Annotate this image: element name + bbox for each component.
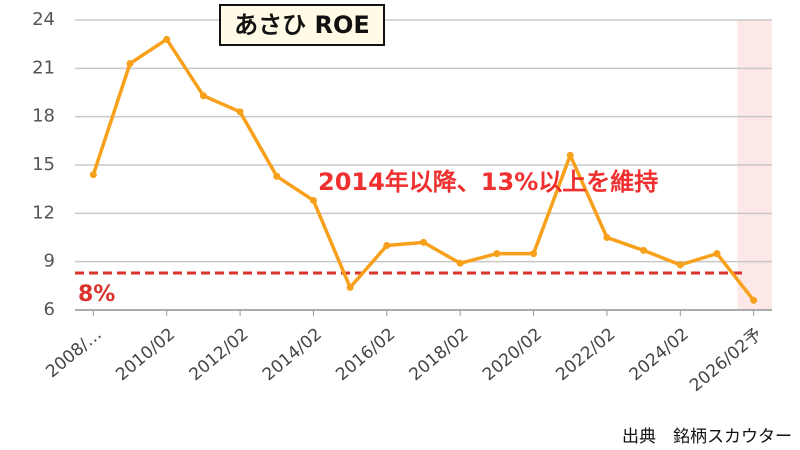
y-tick-label: 24 bbox=[32, 9, 55, 30]
point bbox=[603, 234, 611, 241]
annotation: 2014年以降、13%以上を維持 bbox=[318, 168, 658, 196]
point bbox=[493, 250, 501, 258]
point bbox=[346, 283, 354, 291]
y-tick-label: 18 bbox=[32, 106, 55, 127]
point bbox=[530, 250, 538, 258]
point bbox=[273, 172, 281, 180]
point bbox=[89, 171, 97, 179]
reference-label: 8% bbox=[78, 282, 115, 307]
point bbox=[309, 196, 317, 204]
point bbox=[383, 242, 391, 250]
y-tick-label: 21 bbox=[32, 57, 55, 78]
point bbox=[713, 250, 721, 258]
y-tick-label: 9 bbox=[44, 251, 55, 272]
title-box bbox=[219, 4, 385, 46]
chart-title: あさひ ROE bbox=[234, 11, 370, 39]
point bbox=[420, 238, 427, 246]
point bbox=[566, 151, 574, 159]
point bbox=[163, 35, 171, 43]
y-tick-label: 12 bbox=[32, 202, 55, 223]
y-tick-label: 15 bbox=[32, 154, 55, 175]
point bbox=[750, 296, 758, 304]
point bbox=[236, 108, 244, 116]
point bbox=[676, 261, 684, 269]
point bbox=[640, 246, 648, 254]
point bbox=[199, 92, 207, 100]
y-tick-label: 6 bbox=[44, 299, 55, 320]
point bbox=[456, 259, 464, 267]
point bbox=[126, 60, 134, 67]
source: 出典 銘柄スカウター bbox=[622, 427, 792, 447]
